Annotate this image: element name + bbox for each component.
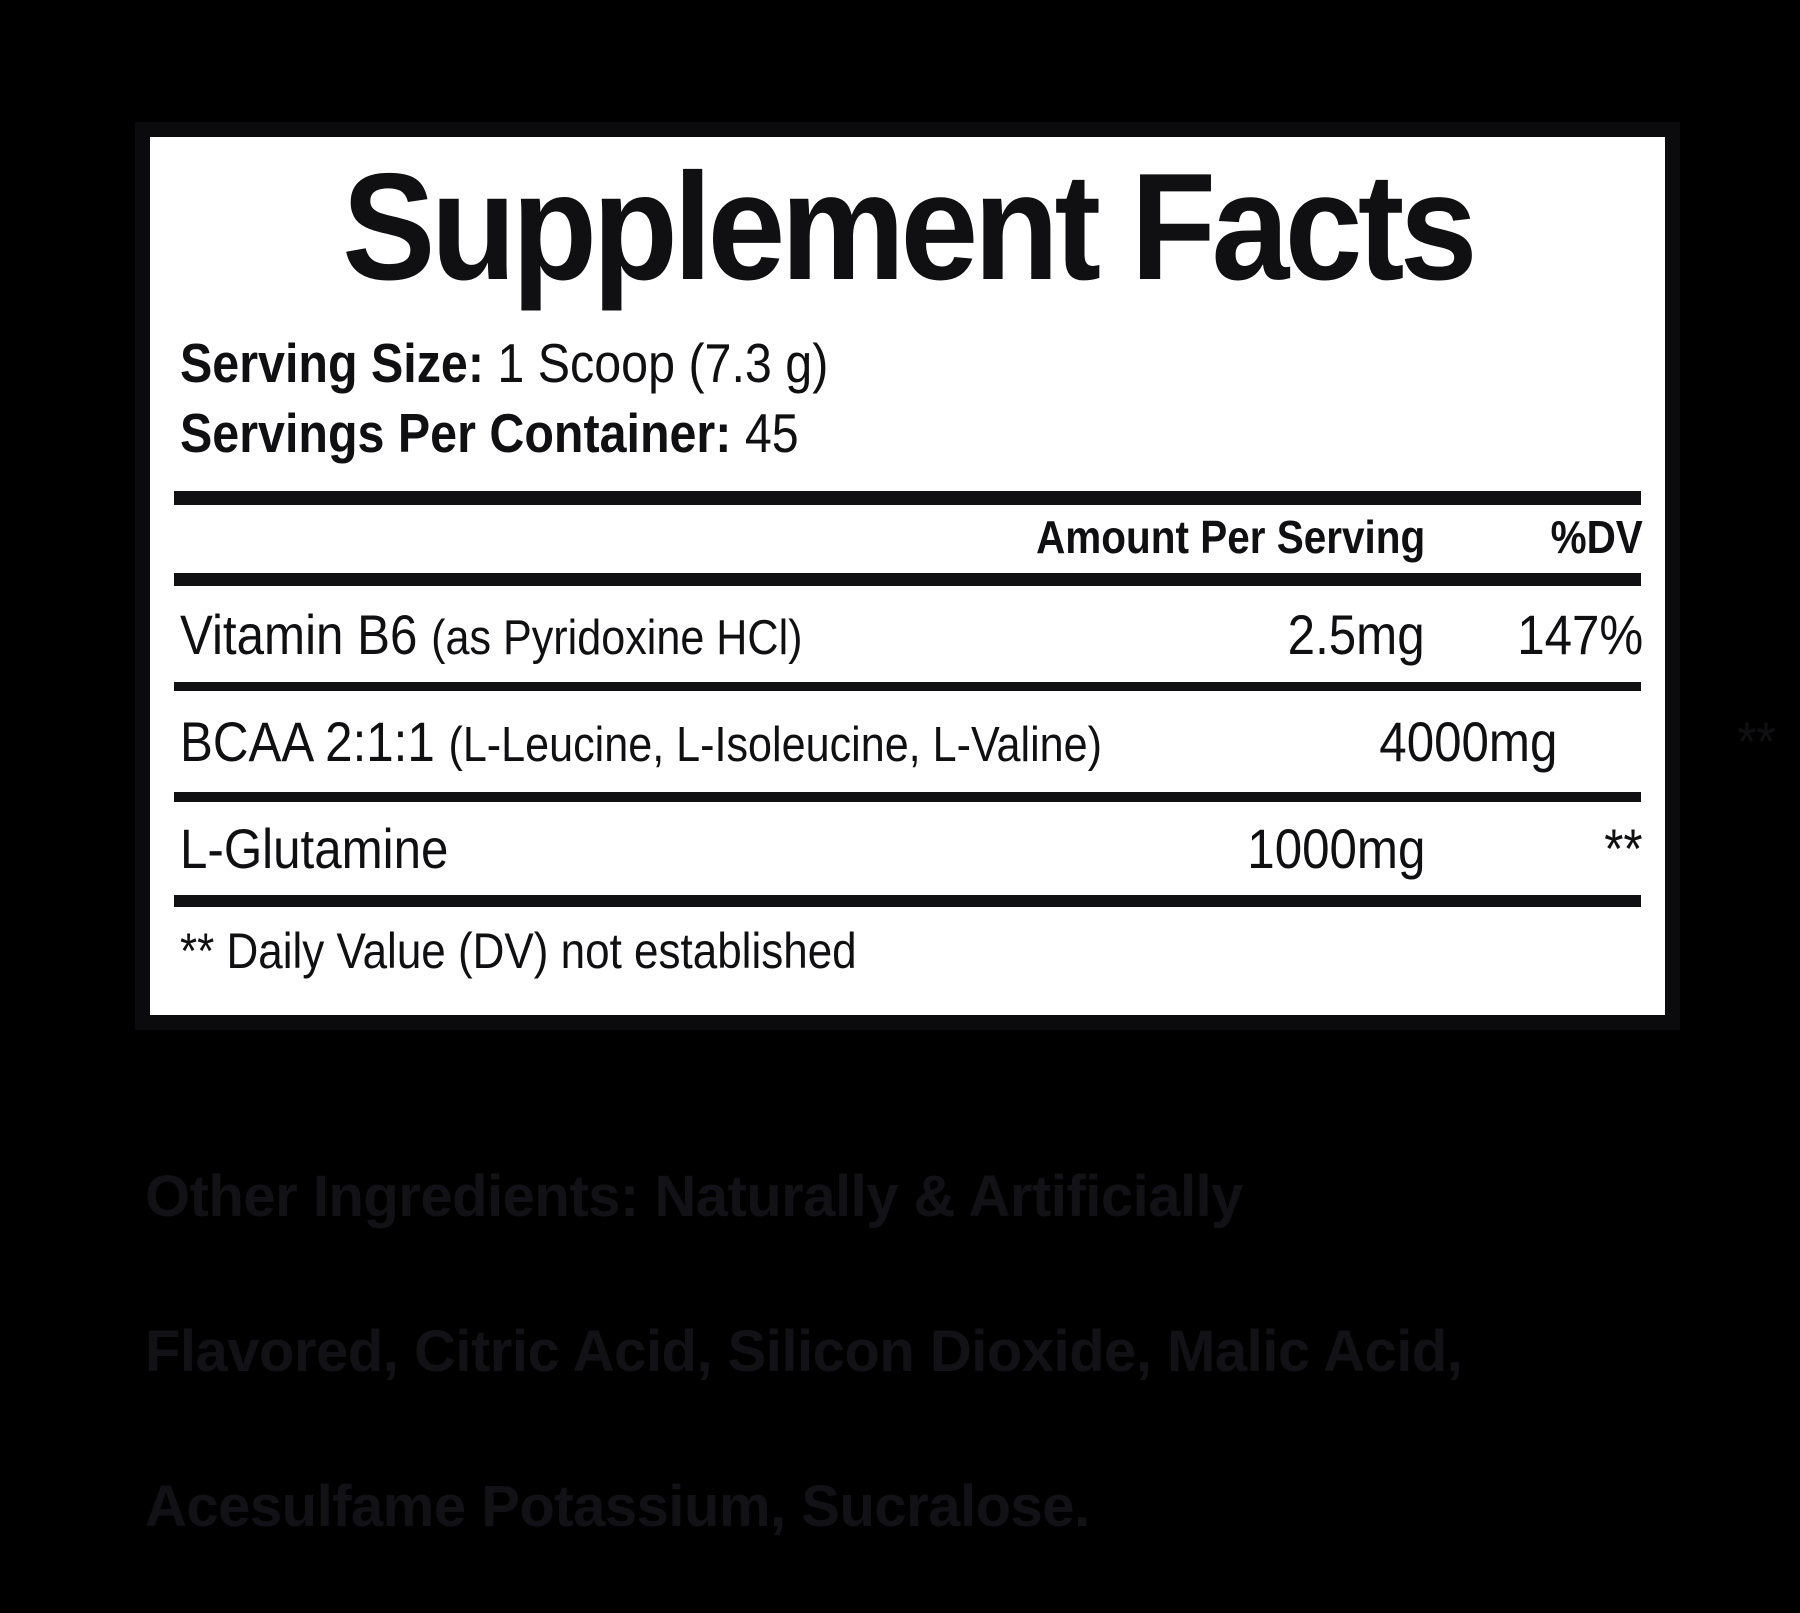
divider-row-2 [174,792,1641,802]
ingredient-dv: ** [1737,710,1776,773]
other-ingredients-line-1: Other Ingredients: Naturally & Artificia… [145,1148,1665,1245]
serving-size-line: Serving Size: 1 Scoop (7.3 g) [180,333,917,393]
table-row-vitamin-b6: Vitamin B6 (as Pyridoxine HCl) 2.5mg 147… [180,586,1643,682]
table-row-bcaa: BCAA 2:1:1 (L-Leucine, L-Isoleucine, L-V… [180,691,1776,792]
other-ingredients: Other Ingredients: Naturally & Artificia… [145,1090,1665,1613]
servings-per-container-label: Servings Per Container: [180,402,732,464]
table-row-l-glutamine: L-Glutamine 1000mg ** [180,802,1643,895]
ingredient-amount: 4000mg [1379,710,1558,773]
ingredient-name: BCAA 2:1:1 [180,710,435,773]
other-ingredients-line-1-text: Naturally & Artificially [654,1164,1243,1229]
divider-under-header [174,573,1641,586]
dv-footnote-text: ** Daily Value (DV) not established [180,923,857,979]
ingredient-amount: 2.5mg [1288,602,1425,666]
ingredient-name-cell: BCAA 2:1:1 (L-Leucine, L-Isoleucine, L-V… [180,709,1228,774]
other-ingredients-line-2: Flavored, Citric Acid, Silicon Dioxide, … [145,1319,1463,1384]
label-background: Supplement Facts Serving Size: 1 Scoop (… [135,122,1776,1539]
ingredient-dv-cell: ** [1558,709,1776,774]
serving-size-label: Serving Size: [180,332,484,394]
panel-title-wrap: Supplement Facts [150,151,1665,303]
ingredient-amount: 1000mg [1246,817,1425,880]
servings-per-container-line: Servings Per Container: 45 [180,403,883,463]
header-amount-per-serving: Amount Per Serving [1035,511,1425,563]
ingredient-detail: (as Pyridoxine HCl) [431,610,803,665]
ingredient-amount-cell: 4000mg [1228,709,1558,774]
ingredient-detail: (L-Leucine, L-Isoleucine, L-Valine) [448,718,1103,772]
panel-title: Supplement Facts [342,142,1477,312]
serving-size-value: 1 Scoop (7.3 g) [497,332,829,394]
divider-heavy-top [174,491,1641,505]
ingredient-dv: ** [1604,817,1643,880]
ingredient-dv-cell: 147% [1425,602,1643,667]
header-percent-dv: %DV [1550,511,1643,563]
ingredient-amount-cell: 2.5mg [1095,602,1425,667]
ingredient-name-cell: L-Glutamine [180,816,1095,881]
ingredient-name: Vitamin B6 [180,602,418,666]
ingredient-dv-cell: ** [1425,816,1643,881]
ingredient-name: L-Glutamine [180,817,449,880]
other-ingredients-label: Other Ingredients: [145,1164,639,1229]
divider-heavy-bottom [174,895,1641,907]
header-percent-dv-cell: %DV [1425,509,1643,565]
ingredient-name-cell: Vitamin B6 (as Pyridoxine HCl) [180,602,1095,667]
table-header-row: Amount Per Serving %DV [180,509,1643,565]
supplement-facts-panel: Supplement Facts Serving Size: 1 Scoop (… [135,122,1776,1030]
servings-per-container-value: 45 [744,402,799,464]
header-amount-per-serving-cell: Amount Per Serving [180,509,1425,565]
dv-footnote: ** Daily Value (DV) not established [180,923,949,979]
ingredient-amount-cell: 1000mg [1095,816,1425,881]
ingredient-dv: 147% [1516,602,1643,666]
divider-row-1 [174,682,1641,691]
other-ingredients-line-3: Acesulfame Potassium, Sucralose. [145,1474,1090,1539]
